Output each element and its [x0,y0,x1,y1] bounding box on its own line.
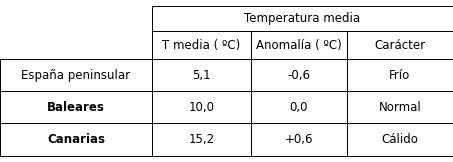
Bar [0,123,152,156]
Text: Normal: Normal [378,101,421,114]
Text: Cálido: Cálido [381,133,418,146]
Text: Frío: Frío [389,69,410,82]
Bar [347,31,453,59]
Bar [347,123,453,156]
Text: 5,1: 5,1 [192,69,211,82]
Bar [251,31,347,59]
Text: Temperatura media: Temperatura media [244,12,361,25]
Text: -0,6: -0,6 [288,69,310,82]
Text: +0,6: +0,6 [285,133,313,146]
Bar [152,6,453,31]
Bar [152,59,251,91]
Text: Canarias: Canarias [47,133,105,146]
Bar [0,59,152,91]
Text: 0,0: 0,0 [290,101,308,114]
Text: Carácter: Carácter [374,39,425,52]
Bar [251,123,347,156]
Bar [251,59,347,91]
Bar [347,91,453,123]
Bar [0,91,152,123]
Bar [347,59,453,91]
Text: T media ( ºC): T media ( ºC) [163,39,241,52]
Text: Baleares: Baleares [47,101,105,114]
Text: 15,2: 15,2 [188,133,215,146]
Bar [152,91,251,123]
Bar [152,31,251,59]
Text: España peninsular: España peninsular [21,69,130,82]
Bar [251,91,347,123]
Text: Anomalía ( ºC): Anomalía ( ºC) [256,39,342,52]
Bar [152,123,251,156]
Text: 10,0: 10,0 [188,101,215,114]
